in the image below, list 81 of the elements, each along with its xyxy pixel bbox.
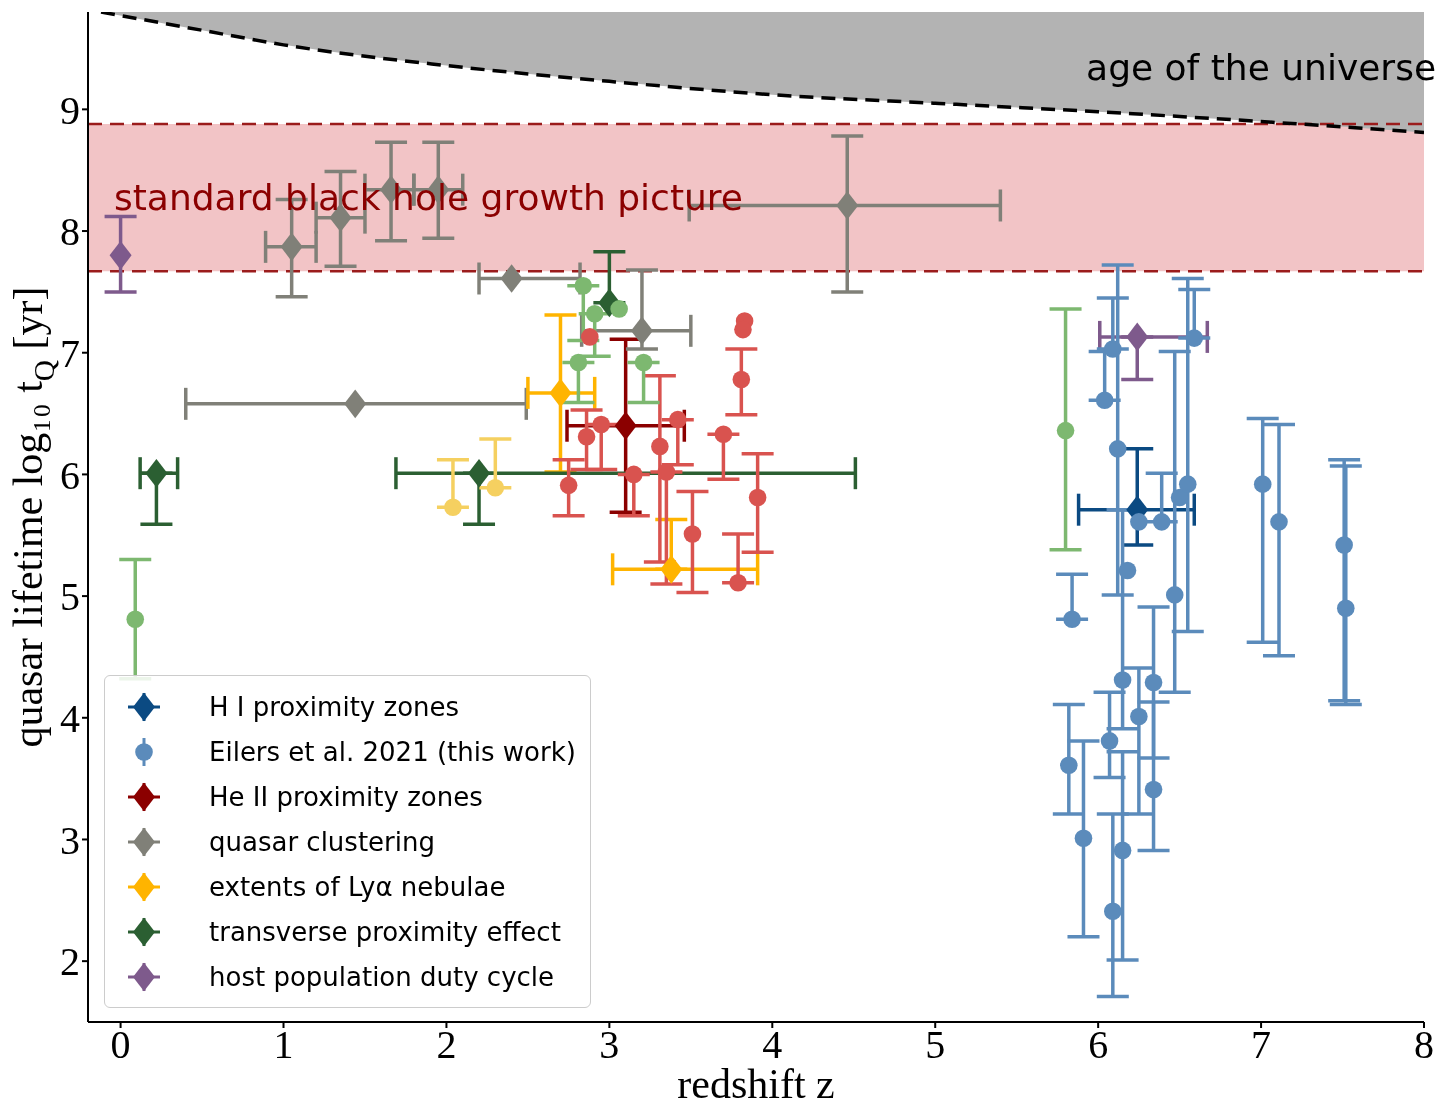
point [1056,421,1075,440]
legend-label: host population duty cycle [209,961,555,992]
point [468,458,491,488]
point [549,378,572,408]
point [1095,391,1114,409]
x-tick-label: 3 [599,1022,620,1068]
point [145,458,168,488]
point [1108,440,1127,458]
x-tick-label: 7 [1251,1022,1272,1068]
x-tick-label: 6 [1088,1022,1109,1068]
x-tick-label: 2 [436,1022,457,1068]
point [486,479,505,497]
point [592,415,611,434]
point [630,316,653,346]
point [1178,475,1197,493]
point [1130,707,1148,726]
point [748,488,767,507]
point [1165,586,1184,604]
legend-label: Eilers et al. 2021 (this work) [209,736,576,767]
x-tick-label: 1 [273,1022,294,1068]
point [1185,329,1204,347]
x-tick-label: 8 [1414,1022,1434,1068]
legend-label: extents of Lyα nebulae [209,871,506,902]
legend-label: H I proximity zones [209,691,460,722]
x-tick-label: 0 [110,1022,131,1068]
point [614,411,637,441]
point [634,353,653,372]
point [1270,513,1288,531]
point [1118,561,1137,580]
y-tick-label: 3 [60,817,80,863]
point [836,191,859,220]
point [729,573,747,592]
point [585,304,604,323]
point [1253,475,1272,493]
point [625,465,643,484]
point [610,300,628,318]
point [1074,829,1093,848]
y-tick-label: 2 [60,939,80,985]
point [1337,599,1355,618]
point [683,525,702,543]
y-tick-label: 9 [60,87,80,133]
x-tick-label: 5 [925,1022,946,1068]
point [1100,732,1119,750]
point [1063,610,1081,629]
point [1104,902,1122,921]
point [344,389,367,419]
point [569,353,588,372]
y-tick-label: 4 [60,695,80,741]
point [1152,513,1171,531]
point [126,610,145,629]
point [669,410,687,429]
point [1130,513,1148,531]
point [574,277,593,295]
point [660,555,683,584]
point [1113,841,1132,860]
legend-label: quasar clustering [209,826,435,857]
point [1113,671,1132,689]
point [732,370,751,389]
y-tick-label: 7 [60,330,80,376]
point [1144,780,1163,799]
point [577,427,596,446]
y-tick-label: 6 [60,452,80,498]
point [1126,322,1149,352]
point [1060,756,1078,775]
point [1144,673,1163,692]
point [651,437,669,456]
point [1335,536,1353,554]
point [657,463,676,481]
point [1104,340,1122,358]
point [714,425,733,444]
point [559,476,578,495]
y-tick-label: 5 [60,574,80,620]
legend-label: He II proximity zones [209,781,483,812]
point [280,232,303,262]
point [444,498,462,517]
point [581,328,599,346]
point [109,241,132,270]
y-tick-label: 8 [60,209,80,255]
legend-label: transverse proximity effect [209,916,561,947]
point [500,264,523,293]
series-label: age of the universe [1086,46,1437,88]
